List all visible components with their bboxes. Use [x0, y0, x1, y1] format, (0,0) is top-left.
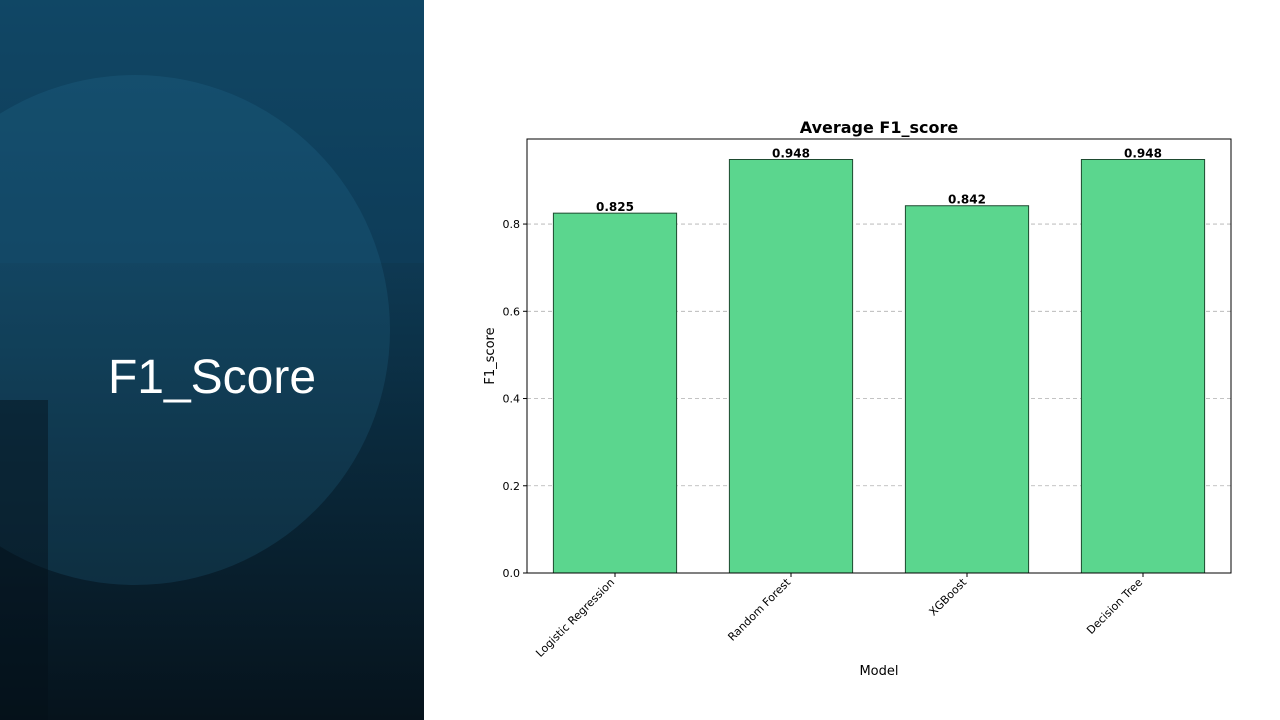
x-axis-ticks: Logistic Regression Random Forest XGBoost D…: [533, 573, 1145, 660]
slide-title: F1_Score: [107, 351, 317, 404]
y-tick-label: 0.4: [503, 393, 521, 406]
value-labels: 0.825 0.948 0.842 0.948: [596, 147, 1162, 215]
chart-title: Average F1_score: [800, 118, 959, 137]
x-tick-label: Decision Tree: [1084, 576, 1145, 637]
value-label: 0.948: [772, 147, 810, 161]
x-tick-label: XGBoost: [927, 575, 970, 618]
bar-2: [904, 205, 1030, 574]
y-axis-label: F1_score: [483, 327, 498, 384]
y-tick-label: 0.2: [503, 480, 521, 493]
value-label: 0.948: [1124, 147, 1162, 161]
y-tick-label: 0.8: [503, 218, 521, 231]
x-tick-label: Random Forest: [725, 575, 793, 643]
bar-chart: 0.825 0.948 0.842 0.948 0.0 0.2 0.4 0.6 0.8 Log…: [483, 118, 1232, 679]
y-axis-ticks: 0.0 0.2 0.4 0.6 0.8: [503, 218, 527, 580]
grid-lines: [527, 223, 1231, 487]
bar-3: [1080, 159, 1206, 574]
y-tick-label: 0.6: [503, 305, 521, 318]
panel-decoration: [0, 0, 424, 720]
panel-circle: [0, 75, 390, 585]
x-axis-label: Model: [859, 664, 898, 679]
plot-frame: [526, 138, 1232, 574]
bars: [552, 159, 1206, 574]
y-tick-label: 0.0: [503, 567, 521, 580]
bar-0: [552, 212, 678, 574]
value-label: 0.825: [596, 200, 634, 214]
title-panel: F1_Score: [0, 0, 424, 720]
bar-1: [728, 159, 854, 574]
panel-bottom-strip: [0, 400, 48, 720]
x-tick-label: Logistic Regression: [533, 576, 617, 660]
value-label: 0.842: [948, 193, 986, 207]
panel-top-block: [0, 0, 424, 263]
